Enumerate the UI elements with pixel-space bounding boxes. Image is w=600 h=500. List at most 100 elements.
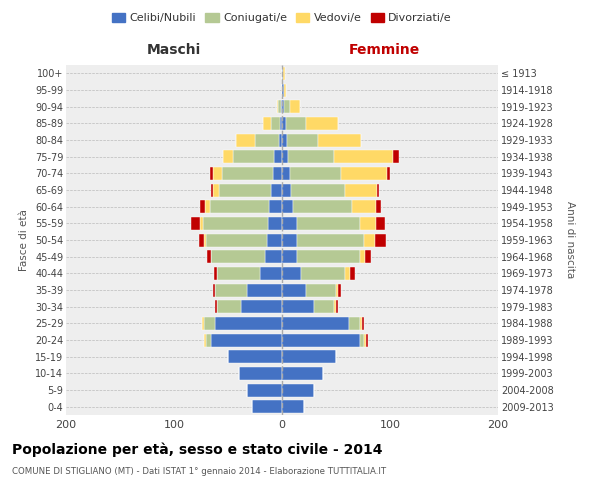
Bar [265,250,282,263]
Bar [282,134,287,146]
Bar [204,334,206,346]
Bar [215,317,282,330]
Bar [350,267,355,280]
Bar [211,334,282,346]
Bar [223,150,233,163]
Bar [267,234,282,246]
Bar [211,250,265,263]
Bar [282,350,336,363]
Bar [274,150,282,163]
Bar [282,84,284,96]
Bar [306,117,338,130]
Bar [341,167,387,180]
Bar [336,284,338,296]
Bar [271,117,280,130]
Bar [281,100,282,113]
Bar [247,384,282,396]
Bar [203,217,268,230]
Bar [360,217,376,230]
Bar [352,200,376,213]
Bar [282,167,290,180]
Bar [205,200,209,213]
Bar [199,234,204,246]
Bar [297,250,360,263]
Bar [290,167,341,180]
Bar [334,150,393,163]
Bar [338,284,341,296]
Bar [209,167,213,180]
Bar [215,300,217,313]
Bar [317,134,361,146]
Bar [217,300,241,313]
Bar [282,250,297,263]
Text: Femmine: Femmine [349,44,419,58]
Bar [200,200,205,213]
Bar [282,334,360,346]
Bar [366,334,368,346]
Bar [377,184,379,196]
Bar [214,267,217,280]
Bar [282,217,297,230]
Bar [233,150,274,163]
Bar [202,317,204,330]
Bar [344,184,377,196]
Bar [252,400,282,413]
Bar [284,100,290,113]
Bar [334,300,336,313]
Bar [215,284,247,296]
Bar [282,384,314,396]
Text: Popolazione per età, sesso e stato civile - 2014: Popolazione per età, sesso e stato civil… [12,442,383,457]
Bar [360,334,364,346]
Bar [360,250,365,263]
Bar [282,284,306,296]
Bar [344,267,350,280]
Bar [282,267,301,280]
Bar [217,267,260,280]
Bar [293,200,352,213]
Bar [260,267,282,280]
Bar [336,300,338,313]
Bar [289,150,334,163]
Y-axis label: Fasce di età: Fasce di età [19,209,29,271]
Legend: Celibi/Nubili, Coniugati/e, Vedovi/e, Divorziati/e: Celibi/Nubili, Coniugati/e, Vedovi/e, Di… [107,8,457,28]
Bar [255,134,279,146]
Bar [279,134,282,146]
Bar [282,117,286,130]
Bar [247,284,282,296]
Bar [282,100,284,113]
Bar [282,234,297,246]
Bar [290,100,301,113]
Bar [297,234,364,246]
Bar [280,117,282,130]
Bar [376,200,382,213]
Bar [387,167,390,180]
Bar [213,167,221,180]
Y-axis label: Anni di nascita: Anni di nascita [565,202,575,278]
Bar [204,234,206,246]
Bar [301,267,344,280]
Bar [282,150,289,163]
Bar [268,217,282,230]
Bar [220,184,271,196]
Bar [208,250,211,263]
Bar [365,250,371,263]
Bar [282,200,293,213]
Bar [241,300,282,313]
Bar [211,184,213,196]
Bar [376,217,385,230]
Text: Maschi: Maschi [147,44,201,58]
Bar [213,184,220,196]
Bar [314,300,334,313]
Bar [271,184,282,196]
Bar [209,200,269,213]
Bar [282,300,314,313]
Bar [282,67,283,80]
Bar [228,350,282,363]
Bar [362,317,364,330]
Bar [282,317,349,330]
Bar [221,167,274,180]
Bar [278,100,281,113]
Bar [282,367,323,380]
Bar [282,184,290,196]
Bar [349,317,360,330]
